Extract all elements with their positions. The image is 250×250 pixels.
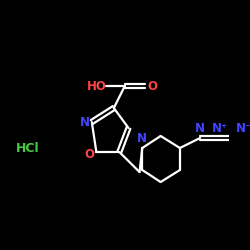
Text: N⁺: N⁺ xyxy=(212,122,228,136)
Text: HO: HO xyxy=(87,80,107,92)
Text: HCl: HCl xyxy=(16,142,39,154)
Text: N⁻: N⁻ xyxy=(236,122,250,136)
Text: O: O xyxy=(84,148,94,160)
Text: N: N xyxy=(137,132,147,144)
Text: O: O xyxy=(147,80,157,92)
Text: N: N xyxy=(195,122,205,136)
Text: N: N xyxy=(80,116,90,128)
